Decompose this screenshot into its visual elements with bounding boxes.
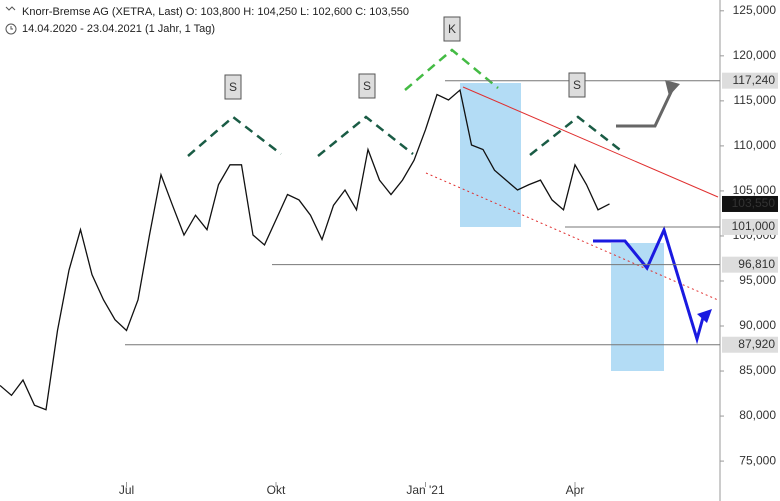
y-tick-label: 85,000 [739,363,776,377]
y-tick-label: 80,000 [739,408,776,422]
level-label: 96,810 [738,257,775,271]
projection-path [593,225,706,345]
projection-zone [611,243,664,371]
highlight-zone [460,83,521,227]
level-label: 87,920 [738,337,775,351]
header-icons [5,6,17,35]
date-range: 14.04.2020 - 23.04.2021 (1 Jahr, 1 Tag) [22,23,215,35]
level-box [722,195,778,212]
level-box [722,72,778,89]
arrow [616,89,674,128]
pattern-lines [187,48,625,157]
y-tick-label: 105,000 [733,183,777,197]
annotation-box [443,16,461,42]
y-tick-label: 90,000 [739,318,776,332]
annotation-box [224,74,242,100]
y-tick-label: 95,000 [739,273,776,287]
level-label: 103,550 [732,196,776,210]
level-box [722,336,778,353]
arrow-head [665,80,680,96]
level-label: 117,240 [733,73,776,87]
trend-line [462,86,719,198]
trend-line-parallel [425,172,719,301]
y-tick-label: 75,000 [739,453,776,467]
level-box [722,218,778,235]
projection-head [697,309,712,323]
y-tick-label: 110,000 [734,138,777,152]
x-tick-label: Jul [119,483,134,497]
annotation: S [363,79,371,93]
y-tick-label: 120,000 [733,48,777,62]
level-box [722,256,778,273]
annotation-box [358,73,376,99]
annotation: K [448,22,456,36]
annotation: S [229,80,237,94]
chart-title: Knorr-Bremse AG (XETRA, Last) O: 103,800… [22,6,409,18]
y-tick-label: 115,000 [734,93,777,107]
annotation: S [573,78,581,92]
y-tick-label: 125,000 [733,3,777,17]
x-tick-label: Apr [566,483,585,497]
annotation-box [568,72,586,98]
level-label: 101,000 [732,219,776,233]
x-tick-label: Jan '21 [406,483,445,497]
price-line [0,88,610,411]
x-tick-label: Okt [267,483,286,497]
